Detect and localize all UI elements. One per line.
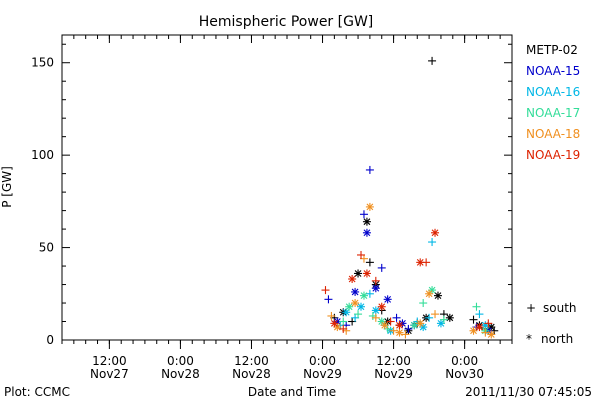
south-data-point — [365, 289, 374, 298]
legend-entry: NOAA-18 — [526, 127, 580, 141]
south-data-point — [371, 276, 380, 285]
legend-entry: NOAA-17 — [526, 106, 580, 120]
legend: METP-02 NOAA-15 NOAA-16 NOAA-17 NOAA-18 NOAA-… — [526, 43, 580, 162]
y-tick-label: 50 — [39, 241, 54, 255]
south-data-point — [428, 238, 437, 247]
x-tick-time-label: 0:00 — [167, 354, 194, 368]
north-data-point — [380, 321, 389, 330]
y-tick-label: 100 — [31, 148, 54, 162]
south-data-point — [425, 313, 434, 322]
north-marker-label: north — [541, 332, 573, 346]
south-data-point — [475, 310, 484, 319]
south-data-point — [365, 258, 374, 267]
south-marker-symbol: + — [526, 301, 536, 315]
plot-frame — [61, 34, 513, 341]
x-tick-time-label: 12:00 — [376, 354, 411, 368]
north-data-point — [362, 228, 371, 237]
north-data-point — [359, 291, 368, 300]
chart-title: Hemispheric Power [GW] — [199, 14, 374, 30]
south-data-point — [339, 317, 348, 326]
marker-legend: + south * north — [526, 301, 577, 346]
north-data-point — [410, 321, 419, 330]
x-tick-date-label: Nov27 — [90, 367, 129, 381]
south-data-point — [321, 286, 330, 295]
y-axis: 0 50 100 150 — [31, 43, 512, 347]
x-tick-date-label: Nov29 — [303, 367, 342, 381]
legend-entry: METP-02 — [526, 43, 578, 57]
south-data-point — [365, 165, 374, 174]
x-tick-time-label: 12:00 — [234, 354, 269, 368]
north-data-point — [351, 299, 360, 308]
south-data-point — [401, 330, 410, 339]
x-axis: 12:00Nov270:00Nov2812:00Nov280:00Nov2912… — [61, 35, 513, 381]
north-data-point — [425, 289, 434, 298]
x-tick-time-label: 0:00 — [451, 354, 478, 368]
x-axis-label: Date and Time — [248, 385, 336, 399]
north-marker-symbol: * — [526, 332, 532, 346]
north-data-point — [365, 202, 374, 211]
x-tick-date-label: Nov28 — [232, 367, 271, 381]
north-data-point — [342, 308, 351, 317]
south-data-point — [439, 315, 448, 324]
north-data-point — [330, 319, 339, 328]
south-data-point — [419, 299, 428, 308]
x-tick-date-label: Nov29 — [374, 367, 413, 381]
north-data-point — [395, 321, 404, 330]
south-data-point — [357, 250, 366, 259]
north-data-point — [395, 328, 404, 337]
south-data-point — [469, 315, 478, 324]
south-data-point — [377, 263, 386, 272]
south-marker-label: south — [543, 301, 577, 315]
south-data-point — [371, 313, 380, 322]
x-tick-date-label: Nov28 — [161, 367, 200, 381]
south-data-point — [404, 324, 413, 333]
north-data-point — [371, 306, 380, 315]
y-tick-label: 0 — [46, 333, 54, 347]
legend-entry: NOAA-19 — [526, 148, 580, 162]
north-data-point — [348, 275, 357, 283]
y-tick-label: 150 — [31, 56, 54, 70]
footer-timestamp: 2011/11/30 07:45:05 — [465, 385, 592, 399]
south-data-point — [386, 317, 395, 326]
south-data-point — [327, 311, 336, 320]
north-data-point — [419, 323, 428, 332]
south-data-point — [359, 210, 368, 219]
x-tick-date-label: Nov30 — [445, 367, 484, 381]
x-tick-time-label: 12:00 — [92, 354, 127, 368]
north-data-point — [383, 295, 392, 304]
south-data-point — [481, 328, 490, 337]
north-data-point — [475, 323, 484, 332]
south-data-point — [354, 310, 363, 319]
north-data-point — [433, 291, 442, 300]
south-data-point — [339, 324, 348, 333]
north-data-point — [345, 302, 354, 311]
north-data-point — [445, 313, 454, 322]
north-data-point — [371, 284, 380, 293]
south-data-point — [392, 313, 401, 322]
north-data-point — [354, 269, 363, 278]
south-data-point — [428, 56, 437, 65]
legend-entry: NOAA-15 — [526, 64, 580, 78]
north-data-point — [469, 326, 478, 335]
north-data-point — [357, 302, 366, 311]
north-data-point — [377, 302, 386, 311]
legend-entry: NOAA-16 — [526, 85, 580, 99]
south-data-point — [324, 295, 333, 304]
north-data-point — [362, 217, 371, 226]
x-tick-time-label: 0:00 — [309, 354, 336, 368]
data-points — [321, 56, 499, 339]
south-data-point — [422, 258, 431, 267]
north-data-point — [487, 330, 496, 339]
footer-credit: Plot: CCMC — [4, 385, 70, 399]
south-data-point — [389, 326, 398, 335]
south-data-point — [472, 302, 481, 311]
north-data-point — [431, 228, 440, 237]
north-data-point — [351, 287, 360, 296]
south-data-point — [431, 310, 440, 319]
north-data-point — [362, 269, 371, 278]
south-data-point — [484, 319, 493, 328]
y-axis-label: P [GW] — [0, 166, 14, 208]
north-data-point — [416, 319, 425, 328]
